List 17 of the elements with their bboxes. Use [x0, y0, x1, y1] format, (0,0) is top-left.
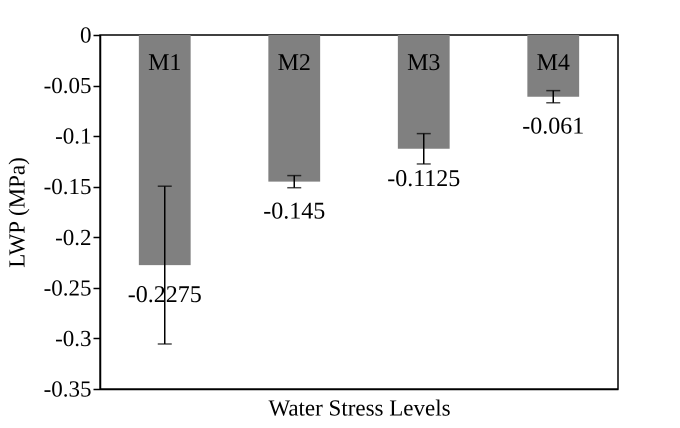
y-tick-label: 0	[80, 22, 92, 48]
y-tick-label: -0.15	[44, 174, 92, 200]
y-tick-label: -0.2	[55, 224, 92, 250]
x-tick-label: M2	[278, 50, 311, 76]
x-tick-label: M3	[407, 50, 440, 76]
y-tick-label: -0.1	[55, 124, 92, 149]
y-tick-label: -0.25	[44, 275, 92, 300]
data-label: -0.145	[263, 198, 326, 225]
y-tick-label: -0.3	[55, 326, 92, 351]
y-tick-label: -0.35	[44, 376, 92, 402]
data-label: -0.061	[522, 114, 584, 140]
y-tick-label: -0.05	[44, 73, 92, 98]
data-label: -0.1125	[387, 166, 460, 192]
x-tick-label: M4	[536, 50, 570, 76]
y-axis-title: LWP (MPa)	[4, 157, 30, 268]
x-tick-label: M1	[148, 50, 182, 76]
x-axis-title: Water Stress Levels	[268, 396, 451, 420]
